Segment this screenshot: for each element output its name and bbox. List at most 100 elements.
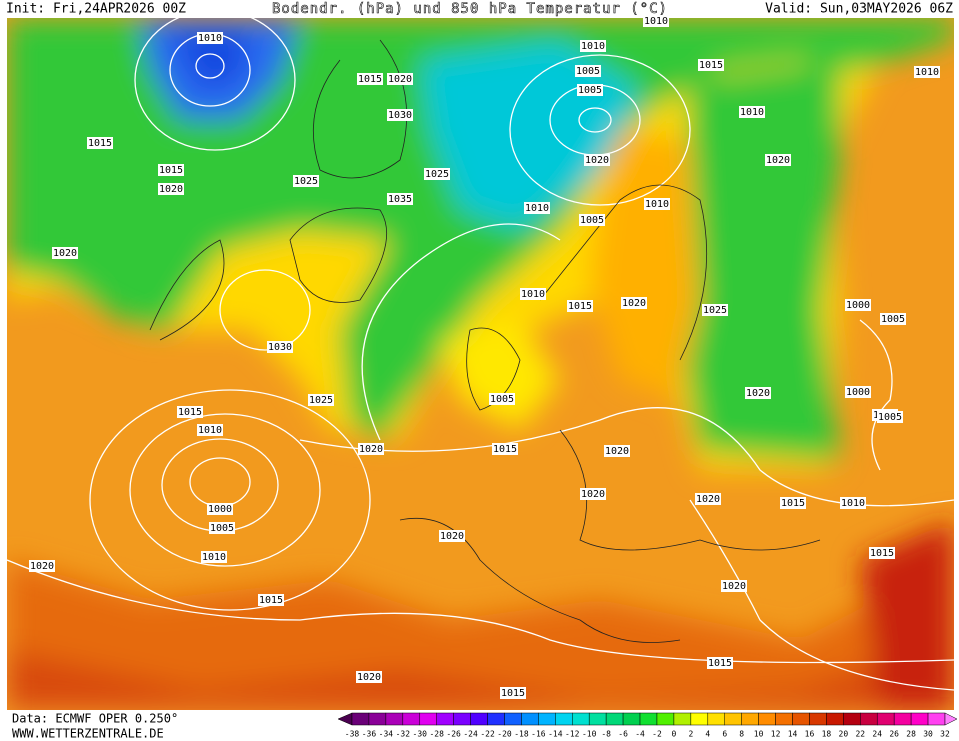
isobar-label: 1010 (198, 33, 222, 44)
isobar-label-bg (197, 32, 223, 44)
isobar-label: 1015 (501, 688, 525, 699)
isobar-label: 1015 (568, 301, 592, 312)
colorbar-label: 4 (705, 730, 710, 739)
colorbar-box (453, 712, 471, 726)
isobar-label-bg (201, 551, 227, 563)
colorbar-box (690, 712, 709, 726)
isobar-label: 1010 (740, 107, 764, 118)
isobar-label: 1020 (440, 531, 464, 542)
isobar-label-bg (52, 247, 78, 259)
colorbar-box (707, 712, 725, 726)
colorbar-box (893, 712, 912, 726)
colorbar-label: -34 (379, 730, 394, 739)
isobar-label: 1010 (581, 41, 605, 52)
isobar-label-bg (845, 299, 871, 311)
isobar-label-bg (869, 547, 895, 559)
colorbar-label: 6 (722, 730, 727, 739)
isobar-label: 1020 (388, 74, 412, 85)
isobar-label-bg (177, 406, 203, 418)
isobar-label: 1020 (581, 489, 605, 500)
isobar-label: 1030 (388, 110, 412, 121)
isobar-label-bg (580, 40, 606, 52)
isobar-label-bg (695, 493, 721, 505)
valid-text: Valid: Sun,03MAY2026 06Z (765, 2, 953, 17)
colorbar-label: -36 (362, 730, 377, 739)
colorbar-box (724, 712, 742, 726)
isobar-label-bg (293, 175, 319, 187)
colorbar-label: -12 (565, 730, 580, 739)
isobar-label: 1015 (781, 498, 805, 509)
colorbar-label: 24 (872, 730, 882, 739)
isobar-label-bg (880, 313, 906, 325)
colorbar-label: 0 (672, 730, 677, 739)
isobar-label: 1015 (493, 444, 517, 455)
isobar-label: 1010 (644, 16, 668, 27)
isobar-label-bg (520, 288, 546, 300)
isobar-label-bg (387, 193, 413, 205)
colorbar-box (470, 712, 488, 726)
colorbar-label: -24 (463, 730, 478, 739)
colorbar-box (809, 712, 827, 726)
isobar-label-bg (439, 530, 465, 542)
isobar-label-bg (845, 386, 871, 398)
map-title: Bodendr. (hPa) und 850 hPa Temperatur (°… (272, 1, 668, 17)
colorbar-box (758, 712, 776, 726)
isobar-label: 1025 (294, 176, 318, 187)
isobar-label: 1005 (878, 412, 902, 423)
colorbar-box (419, 712, 437, 726)
colorbar-box (436, 712, 454, 726)
isobar-labels: 1010 1015 1020 1015 1020 1025 1030 1025 1035 1010… (29, 15, 940, 699)
isobar-label-bg (158, 164, 184, 176)
coastlines (149, 39, 821, 643)
isobar-label-bg (579, 214, 605, 226)
isobar-label: 1005 (490, 394, 514, 405)
isobar-label-bg (489, 393, 515, 405)
isobar-label-bg (209, 522, 235, 534)
isobar-label: 1010 (202, 552, 226, 563)
isobar-label-bg (87, 137, 113, 149)
isobar-label-bg (387, 109, 413, 121)
colorbar-box (910, 712, 929, 726)
isobar-label: 1010 (645, 199, 669, 210)
website: WWW.WETTERZENTRALE.DE (12, 727, 164, 741)
colorbar-label: -30 (413, 730, 428, 739)
isobar-label: 1010 (525, 203, 549, 214)
isobar-label-bg (357, 73, 383, 85)
isobar-label: 1020 (746, 388, 770, 399)
isobar-label-bg (702, 304, 728, 316)
colorbar-box (622, 712, 641, 726)
isobar-label: 1020 (622, 298, 646, 309)
isobar-label-bg (698, 59, 724, 71)
isobar-label-bg (267, 341, 293, 353)
isobar-label-bg (500, 687, 526, 699)
data-source: Data: ECMWF OPER 0.250° (12, 712, 178, 726)
colorbar-label: -32 (396, 730, 411, 739)
isobar-label-bg (158, 183, 184, 195)
colorbar: -38 -36 -34 -32 -30 -28 -26 -24 -22 -20 -18 -16 -14-… (337, 712, 958, 739)
isobar-label-bg (643, 15, 669, 27)
colorbar-label: 26 (889, 730, 899, 739)
isobar-label: 1005 (580, 215, 604, 226)
isobar-label: 1020 (30, 561, 54, 572)
colorbar-box (351, 712, 370, 726)
colorbar-label: 22 (855, 730, 865, 739)
isobar-label: 1035 (388, 194, 412, 205)
colorbar-label: -10 (582, 730, 597, 739)
isobar-label-bg (644, 198, 670, 210)
isobar-label: 1020 (722, 581, 746, 592)
colorbar-box (504, 712, 522, 726)
colorbar-box (538, 712, 556, 726)
isobar-label: 1015 (178, 407, 202, 418)
isobar-label-bg (207, 503, 233, 515)
isobar-label: 1020 (53, 248, 77, 259)
isobar-label: 1025 (425, 169, 449, 180)
isobar-label-bg (356, 671, 382, 683)
isobar-label: 1020 (359, 444, 383, 455)
colorbar-label: -22 (480, 730, 495, 739)
isobar-label-bg (492, 443, 518, 455)
colorbar-label: 12 (771, 730, 781, 739)
colorbar-label: -16 (531, 730, 546, 739)
colorbar-box (521, 712, 539, 726)
isobar-label-bg (358, 443, 384, 455)
